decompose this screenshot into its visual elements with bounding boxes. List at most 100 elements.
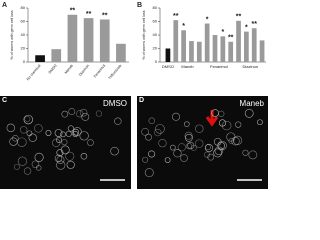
cell <box>76 110 84 118</box>
cell <box>9 137 18 146</box>
image-label: DMSO <box>103 99 127 108</box>
cell <box>45 130 52 136</box>
cell <box>195 124 204 133</box>
cell <box>35 164 42 171</box>
y-tick-label: 0 <box>23 59 26 64</box>
y-axis-label: % of worms with germ cell loss <box>10 10 14 59</box>
cell <box>184 131 193 140</box>
cell <box>34 152 44 162</box>
bar <box>83 18 94 62</box>
cell <box>54 154 63 163</box>
image-background <box>0 96 131 189</box>
x-tick-label: Fenarimol <box>93 64 106 79</box>
bar <box>212 35 218 62</box>
cell <box>177 143 186 152</box>
significance-label: * <box>221 29 224 36</box>
cell <box>184 133 193 142</box>
y-tick-label: 0 <box>155 59 158 64</box>
significance-label: ** <box>86 11 92 18</box>
x-tick-label: DMSO <box>48 64 58 75</box>
cell <box>54 129 63 137</box>
group-label: Maneb <box>181 64 194 69</box>
cell <box>23 114 33 125</box>
cell <box>141 127 149 136</box>
cell <box>155 124 165 134</box>
cell <box>142 156 149 163</box>
cell <box>180 154 188 162</box>
cell <box>61 139 68 146</box>
significance-label: ** <box>102 12 108 19</box>
significance-label: ** <box>70 8 76 15</box>
y-tick-label: 60 <box>21 19 26 24</box>
significance-label: ** <box>228 35 234 42</box>
cell <box>248 150 258 160</box>
cell <box>65 151 75 161</box>
cell <box>114 117 122 125</box>
x-tick-label: Maneb <box>64 64 74 75</box>
significance-label: ** <box>252 21 258 28</box>
cell <box>242 149 249 156</box>
cell <box>235 121 242 128</box>
cell <box>148 150 156 158</box>
cell <box>95 110 103 117</box>
significance-label: * <box>206 16 209 23</box>
cell <box>183 121 190 127</box>
y-tick-label: 60 <box>153 19 158 24</box>
x-tick-label: DMSO <box>162 64 174 69</box>
y-axis-label: % of worms with germ cell loss <box>142 10 146 59</box>
significance-label: * <box>245 24 248 31</box>
y-tick-label: 80 <box>153 5 158 10</box>
cell <box>218 110 225 118</box>
cell <box>221 120 232 131</box>
cell <box>110 146 119 156</box>
cell <box>23 167 32 175</box>
cell <box>79 131 89 141</box>
cell <box>34 123 43 133</box>
y-tick-label: 40 <box>21 32 26 37</box>
cell <box>6 123 16 133</box>
bar <box>251 28 257 62</box>
cell <box>61 110 69 118</box>
cell <box>56 137 62 143</box>
cell <box>158 139 167 148</box>
cell <box>17 156 27 166</box>
cell <box>56 160 66 170</box>
cell <box>173 149 182 158</box>
cell <box>172 112 180 121</box>
micrograph <box>0 96 131 189</box>
cell <box>60 131 66 138</box>
significance-label: ** <box>173 13 179 20</box>
cell <box>213 148 223 158</box>
y-tick-label: 20 <box>21 46 26 51</box>
group-label: Fenarimol <box>210 64 228 69</box>
cell <box>80 152 88 160</box>
cell <box>56 149 64 157</box>
cell <box>79 108 88 117</box>
cell <box>28 133 37 142</box>
cell <box>72 130 79 137</box>
cell <box>218 119 227 127</box>
cell <box>204 151 211 158</box>
cell <box>169 144 176 151</box>
bar <box>67 14 78 62</box>
bar <box>189 41 194 62</box>
y-tick-label: 40 <box>153 32 158 37</box>
cell <box>67 125 75 132</box>
bar <box>204 23 210 62</box>
significance-label: ** <box>236 14 242 21</box>
cell <box>87 139 94 146</box>
bar <box>196 41 202 62</box>
image-label: Maneb <box>240 99 265 108</box>
bar <box>99 19 110 63</box>
x-tick-label: Triflumizole <box>108 64 123 81</box>
bar <box>244 31 249 62</box>
cell <box>81 112 90 121</box>
y-tick-label: 80 <box>21 5 26 10</box>
cell <box>68 108 76 116</box>
cell <box>13 163 20 170</box>
bar <box>181 30 186 62</box>
bar <box>165 48 171 62</box>
cell <box>145 133 152 141</box>
cell <box>19 126 28 134</box>
bar <box>259 40 265 62</box>
